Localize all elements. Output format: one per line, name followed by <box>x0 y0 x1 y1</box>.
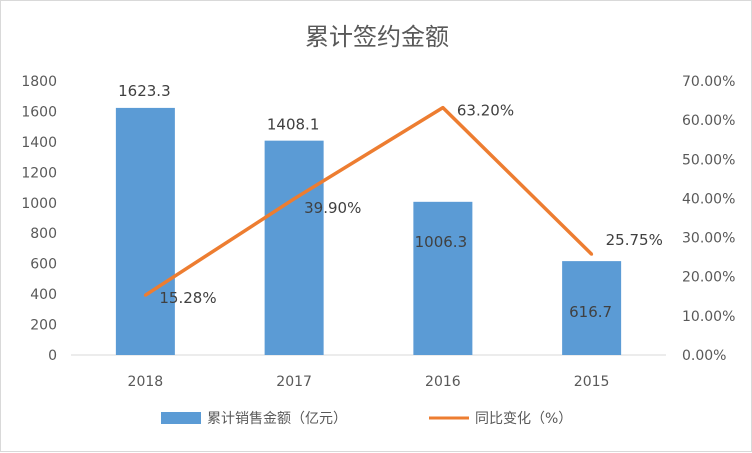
legend-bar-label: 累计销售金额（亿元） <box>207 411 347 427</box>
line-series <box>143 105 594 297</box>
line-data-label: 63.20% <box>457 102 514 120</box>
right-tick-label: 40.00% <box>682 191 735 207</box>
right-tick-label: 20.00% <box>682 270 735 286</box>
bar-data-label: 1408.1 <box>267 116 320 134</box>
x-tick-label: 2016 <box>425 374 461 390</box>
chart-title: 累计签约金额 <box>305 23 449 51</box>
bar-data-label: 1623.3 <box>118 82 171 100</box>
left-tick-label: 1600 <box>21 104 57 120</box>
bar <box>115 107 175 355</box>
line-data-label: 25.75% <box>606 231 663 249</box>
legend: 累计销售金额（亿元） 同比变化（%） <box>161 411 572 427</box>
left-tick-label: 400 <box>30 287 57 303</box>
bar <box>413 201 473 355</box>
line-data-label: 39.90% <box>304 199 361 217</box>
right-tick-label: 10.00% <box>682 309 735 325</box>
line-point <box>143 293 147 297</box>
left-tick-label: 1000 <box>21 196 57 212</box>
bar <box>264 140 324 355</box>
left-tick-label: 1200 <box>21 165 57 181</box>
bar <box>562 261 622 355</box>
legend-line-label: 同比变化（%） <box>475 411 572 427</box>
left-tick-label: 800 <box>30 226 57 242</box>
bar-series <box>115 107 622 355</box>
x-tick-label: 2018 <box>128 374 164 390</box>
right-axis-ticks: 0.00% 10.00% 20.00% 30.00% 40.00% 50.00% 60.00… <box>682 74 735 364</box>
x-tick-label: 2015 <box>574 374 610 390</box>
legend-bar-swatch <box>161 412 201 424</box>
bar-data-label: 1006.3 <box>415 233 468 251</box>
left-tick-label: 1400 <box>21 135 57 151</box>
right-tick-label: 50.00% <box>682 152 735 168</box>
line-data-label: 15.28% <box>159 289 216 307</box>
line-point <box>441 106 445 110</box>
x-tick-label: 2017 <box>276 374 312 390</box>
x-axis-ticks: 2018 2017 2016 2015 <box>128 374 610 390</box>
left-tick-label: 1800 <box>21 74 57 90</box>
bar-data-labels: 1623.3 1408.1 1006.3 616.7 <box>118 82 612 321</box>
line-data-labels: 15.28% 39.90% 63.20% 25.75% <box>159 102 662 308</box>
line-point <box>292 197 296 201</box>
right-tick-label: 60.00% <box>682 113 735 129</box>
right-tick-label: 70.00% <box>682 74 735 90</box>
left-axis-ticks: 0 200 400 600 800 1000 1200 1400 1600 1800 <box>21 74 57 364</box>
right-tick-label: 0.00% <box>682 348 726 364</box>
right-tick-label: 30.00% <box>682 231 735 247</box>
left-tick-label: 200 <box>30 318 57 334</box>
line-point <box>590 252 594 256</box>
left-tick-label: 0 <box>48 348 57 364</box>
line-path <box>144 105 593 297</box>
left-tick-label: 600 <box>30 257 57 273</box>
bar-data-label: 616.7 <box>569 303 612 321</box>
